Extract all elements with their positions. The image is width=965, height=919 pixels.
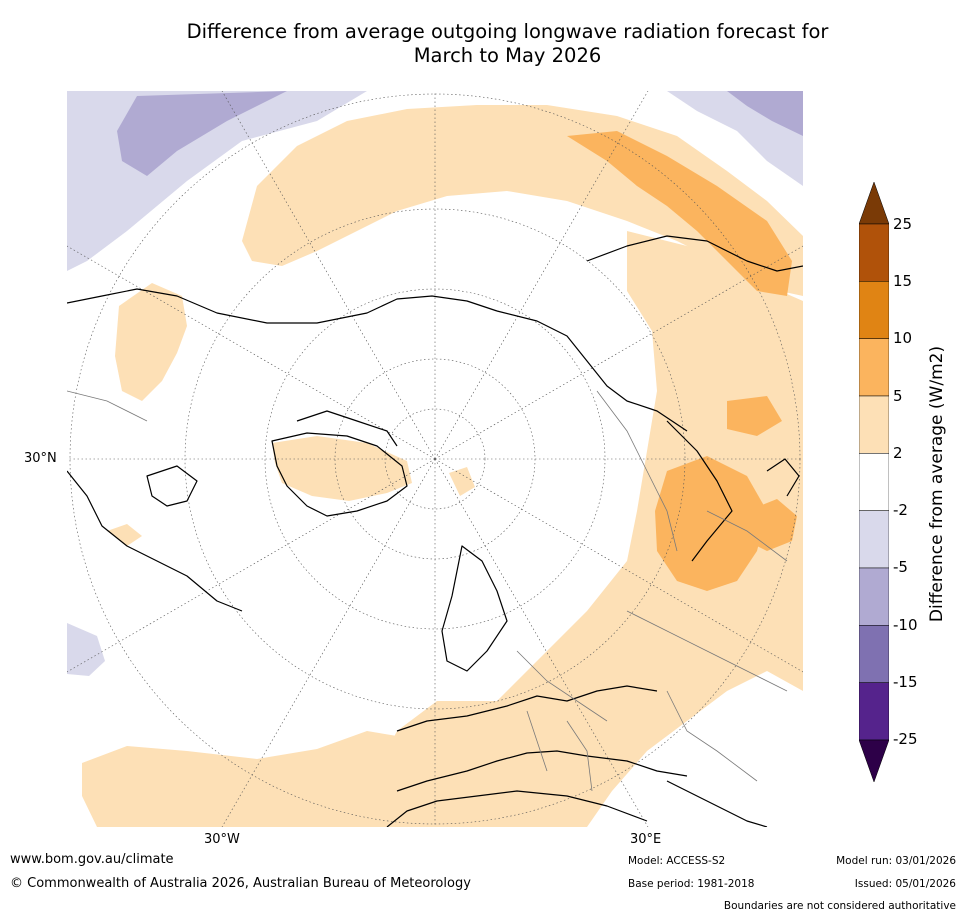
lat-label-30n: 30°N [24,451,57,466]
colorbar-tick: 15 [893,272,913,290]
anomaly-positive-atlantic [82,731,397,827]
coast-asia-east [586,235,803,272]
footer-model-run: Model run: 03/01/2026 [836,855,956,867]
lon-label-30e: 30°E [630,832,662,847]
anomaly-moderate-central-asia [655,456,767,591]
coast-north-america-arctic [67,288,498,324]
graticule [67,91,803,827]
colorbar-segment [859,281,889,339]
footer-copyright: © Commonwealth of Australia 2026, Austra… [10,876,471,891]
anomaly-negative-west-edge [67,623,105,676]
colorbar-tick: -25 [893,730,918,748]
colorbar-segment [859,682,889,741]
colorbar-tick: 2 [893,444,903,462]
colorbar-segment [859,625,889,683]
anomaly-moderate-east-asia [747,499,797,551]
coast-greenland [271,432,408,517]
coast-north-america-west [67,470,243,612]
coast-russia-arctic [496,310,688,432]
coast-canadian-archipelago [296,410,398,447]
coast-mediterranean [396,750,688,792]
anomaly-positive-greenland [272,436,412,501]
country-borders [67,390,788,792]
footer-url[interactable]: www.bom.gov.au/climate [10,852,174,867]
colorbar-segment [859,395,889,454]
title-line-2: March to May 2026 [413,44,602,67]
coast-arabia [666,780,768,827]
colorbar-segment [859,567,889,626]
colorbar-segment [859,223,889,282]
coastlines [67,235,803,827]
anomaly-negative-northeast-strong [727,91,803,136]
colorbar-tick: 5 [893,387,903,405]
coast-asia-central [666,420,733,562]
colorbar-extend-high [859,182,889,225]
colorbar [859,182,889,782]
colorbar-tick: 25 [893,215,913,233]
anomaly-positive-north-america [115,283,187,401]
title-line-1: Difference from average outgoing longwav… [186,20,829,43]
anomaly-positive-arctic-arc [242,105,803,296]
anomaly-moderate-patch [727,396,782,436]
footer-base-period: Base period: 1981-2018 [628,878,755,890]
colorbar-tick: -5 [893,558,908,576]
anomaly-positive-small-1 [449,467,475,496]
coast-scandinavia [441,545,508,672]
coast-japan-korea [766,458,800,497]
coast-hudson-bay [146,465,198,507]
colorbar-segment [859,453,889,511]
colorbar-segment [859,510,889,569]
footer-disclaimer: Boundaries are not considered authoritat… [723,900,956,912]
footer-issued: Issued: 05/01/2026 [854,878,956,890]
lon-label-30w: 30°W [204,832,240,847]
anomaly-positive-asia [357,231,803,827]
footer-model: Model: ACCESS-S2 [628,855,726,867]
chart-title: Difference from average outgoing longwav… [60,20,955,68]
anomaly-negative-pacific-strong [117,91,287,176]
anomaly-positive-small-2 [107,524,142,546]
coast-europe-south [396,685,658,732]
colorbar-extend-low [859,739,889,782]
colorbar-label: Difference from average (W/m2) [927,345,947,623]
coast-africa-north [386,790,648,827]
colorbar-segment [859,338,889,397]
colorbar-tick: -2 [893,501,908,519]
colorbar-tick: -15 [893,673,918,691]
colorbar-tick: -10 [893,616,918,634]
map-panel [67,91,803,827]
colorbar-tick: 10 [893,329,913,347]
